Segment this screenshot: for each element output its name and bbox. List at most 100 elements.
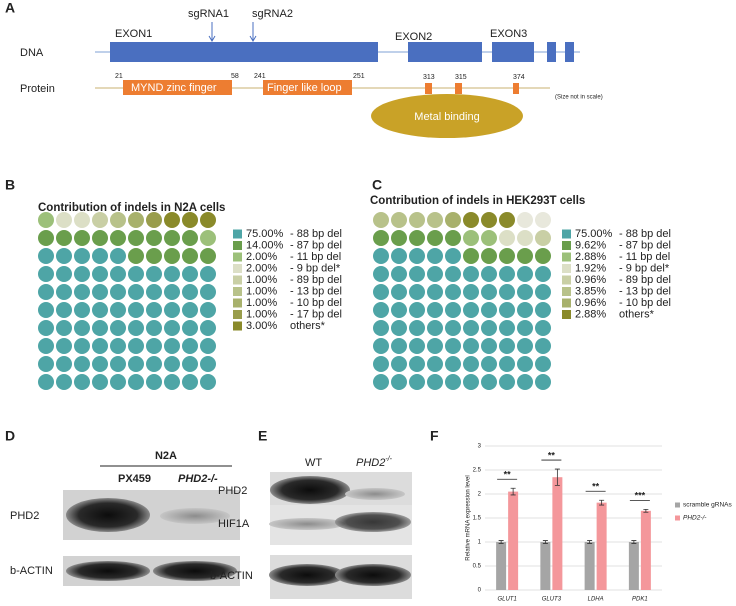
waffle-cell — [200, 230, 216, 246]
waffle-cell — [164, 230, 180, 246]
waffle-cell — [92, 284, 108, 300]
waffle-cell — [182, 302, 198, 318]
error-bar — [510, 487, 516, 496]
exon-label: EXON2 — [395, 31, 432, 43]
waffle-cell — [427, 230, 443, 246]
waffle-cell — [128, 212, 144, 228]
x-tick-label: PDK1 — [632, 597, 648, 603]
waffle-cell — [391, 230, 407, 246]
row-label: PHD2 — [10, 510, 39, 522]
waffle-cell — [56, 248, 72, 264]
exon — [110, 42, 378, 62]
legend-label: - 17 bp del — [290, 308, 342, 320]
waffle-cell — [373, 302, 389, 318]
band — [269, 518, 345, 530]
waffle-cell — [110, 230, 126, 246]
legend-value: 75.00% — [246, 228, 284, 240]
waffle-cell — [463, 338, 479, 354]
band — [66, 498, 150, 532]
waffle-cell — [110, 320, 126, 336]
lane-label: PHD2-/- — [356, 456, 393, 469]
waffle-cell — [409, 302, 425, 318]
waffle-cell — [182, 212, 198, 228]
legend-value: 0.96% — [575, 274, 606, 286]
waffle-cell — [56, 302, 72, 318]
legend-value: 9.62% — [575, 239, 606, 251]
legend-swatch — [233, 310, 242, 319]
y-tick-label: 1 — [478, 540, 482, 546]
waffle-cell — [373, 230, 389, 246]
protein-label: Protein — [20, 83, 55, 95]
waffle-cell — [463, 320, 479, 336]
row-label: HIF1A — [218, 518, 250, 530]
waffle-cell — [463, 356, 479, 372]
waffle-cell — [517, 266, 533, 282]
waffle-cell — [74, 302, 90, 318]
waffle-cell — [463, 248, 479, 264]
y-axis-label: Relative mRNA expression level — [466, 475, 472, 560]
waffle-cell — [427, 248, 443, 264]
waffle-cell — [445, 248, 461, 264]
position: 251 — [353, 73, 365, 80]
waffle-cell — [146, 266, 162, 282]
waffle-cell — [463, 266, 479, 282]
legend-swatch — [562, 252, 571, 262]
lane-label: PX459 — [118, 473, 151, 485]
waffle-cell — [110, 338, 126, 354]
panel-label: E — [258, 428, 267, 444]
waffle-cell — [445, 374, 461, 390]
waffle-cell — [182, 230, 198, 246]
waffle-cell — [110, 356, 126, 372]
waffle-cell — [146, 356, 162, 372]
waffle-cell — [182, 284, 198, 300]
waffle-cell — [445, 284, 461, 300]
row-label: b-ACTIN — [210, 570, 253, 582]
sgrna-label: sgRNA1 — [188, 8, 229, 20]
waffle-cell — [427, 356, 443, 372]
legend-value: 1.00% — [246, 285, 277, 297]
legend-swatch — [675, 502, 680, 508]
waffle-cell — [74, 266, 90, 282]
waffle-cell — [92, 320, 108, 336]
waffle-cell — [146, 302, 162, 318]
waffle-cell — [499, 320, 515, 336]
error-bar — [498, 540, 504, 544]
y-tick-label: 0.5 — [473, 564, 482, 570]
legend-label: - 13 bp del — [290, 285, 342, 297]
legend-value: 1.00% — [246, 274, 277, 286]
legend-value: 2.88% — [575, 308, 606, 320]
waffle-cell — [391, 266, 407, 282]
waffle-cell — [74, 230, 90, 246]
waffle-cell — [92, 374, 108, 390]
waffle-cell — [481, 302, 497, 318]
band — [269, 564, 345, 586]
cell-line: N2A — [155, 450, 177, 462]
waffle-cell — [391, 320, 407, 336]
waffle-cell — [56, 284, 72, 300]
waffle-cell — [164, 320, 180, 336]
band — [335, 512, 411, 532]
waffle-cell — [56, 266, 72, 282]
waffle-cell — [128, 284, 144, 300]
legend-value: 1.00% — [246, 297, 277, 309]
position: 21 — [115, 73, 123, 80]
waffle-cell — [499, 374, 515, 390]
waffle-cell — [128, 230, 144, 246]
waffle-cell — [391, 248, 407, 264]
waffle-cell — [499, 212, 515, 228]
band — [66, 561, 150, 581]
sgrna-arrow — [208, 22, 216, 42]
waffle-cell — [535, 320, 551, 336]
waffle-cell — [409, 356, 425, 372]
waffle-cell — [463, 230, 479, 246]
waffle-cell — [445, 338, 461, 354]
waffle-cell — [535, 212, 551, 228]
exon-label: EXON3 — [490, 28, 527, 40]
waffle-cell — [409, 338, 425, 354]
band — [345, 488, 405, 500]
waffle-cell — [56, 230, 72, 246]
legend-swatch — [562, 287, 571, 296]
row-label: PHD2 — [218, 485, 247, 497]
domain-label: Metal binding — [414, 111, 479, 123]
exon — [492, 42, 534, 62]
